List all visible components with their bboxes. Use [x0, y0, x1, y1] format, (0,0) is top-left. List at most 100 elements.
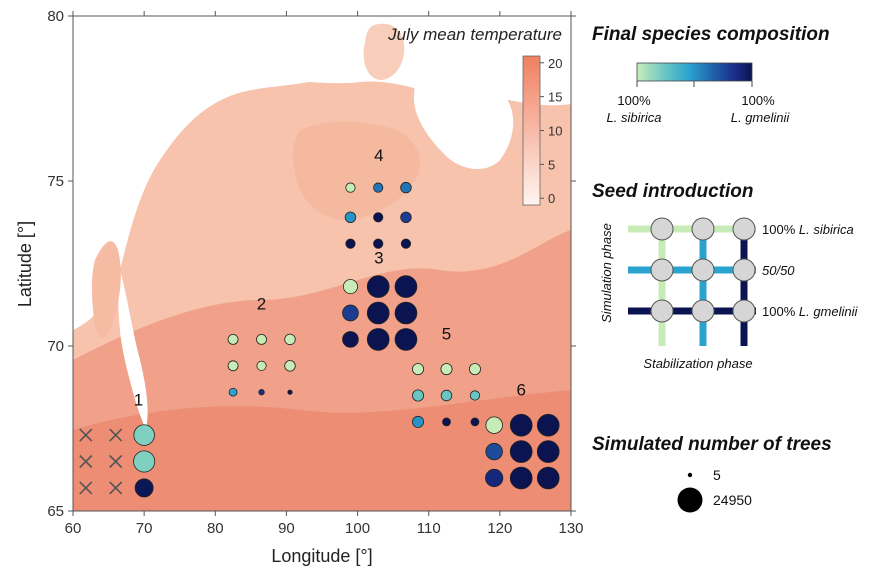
y-tick-label: 75: [47, 173, 64, 190]
site-point-marker: [366, 275, 390, 298]
seed-grid-node: [691, 217, 715, 241]
composition-colorbar: [636, 62, 753, 82]
site-point-marker: [342, 304, 359, 322]
y-tick-label: 80: [47, 8, 64, 25]
site-point-marker: [256, 360, 267, 371]
no-trees-cross-marker: [79, 428, 93, 442]
site-point-marker: [468, 363, 481, 376]
site-point-marker: [394, 301, 418, 325]
y-tick-label: 70: [47, 338, 64, 355]
seed-grid-node: [650, 299, 674, 323]
temperature-tick-label: 0: [548, 191, 555, 206]
x-tick-label: 90: [278, 520, 295, 537]
site-point-marker: [485, 442, 503, 461]
composition-right-species: L. gmelinii: [731, 110, 791, 125]
trees-legend: Simulated number of trees 5 24950: [592, 434, 832, 513]
temperature-tick-label: 15: [548, 90, 562, 105]
site-point-marker: [133, 424, 155, 446]
seed-grid-node: [691, 258, 715, 282]
temperature-colorbar-bar: [522, 55, 541, 206]
site-point-marker: [536, 440, 560, 463]
site-point-marker: [536, 466, 560, 490]
seed-row-label: 100% L. gmelinii: [762, 304, 859, 319]
x-tick-label: 130: [558, 520, 583, 537]
temperature-map: [73, 16, 571, 511]
no-trees-cross-marker: [109, 428, 123, 442]
x-tick-label: 60: [65, 520, 82, 537]
site-point-marker: [470, 417, 480, 427]
temperature-colorbar: 20 15 10 5 0: [522, 55, 562, 206]
seed-y-axis-label: Simulation phase: [599, 223, 614, 323]
site-point-marker: [373, 238, 384, 249]
site-point-marker: [509, 413, 533, 437]
seed-grid-node: [650, 258, 674, 282]
site-point-marker: [344, 211, 357, 224]
site-markers: 1 2 3 4 5 6: [79, 146, 560, 498]
site-point-marker: [536, 413, 560, 437]
x-tick-label: 80: [207, 520, 224, 537]
seed-x-axis-label: Stabilization phase: [643, 356, 752, 371]
seed-grid-node: [732, 299, 756, 323]
seed-legend: Seed introduction Simulation phase Stabi…: [592, 181, 859, 371]
kara-sea: [73, 16, 571, 330]
site-point-marker: [400, 211, 412, 224]
no-trees-cross-marker: [79, 481, 93, 495]
site-point-marker: [469, 390, 481, 401]
site-group-1: 1: [79, 390, 156, 498]
site-label: 5: [442, 324, 451, 343]
site-label: 1: [134, 390, 143, 409]
x-tick-label: 110: [417, 520, 441, 537]
gulf-of-ob: [118, 270, 148, 430]
site-point-marker: [287, 389, 293, 395]
site-point-marker: [133, 450, 156, 473]
trees-legend-marker: [687, 472, 693, 478]
site-point-marker: [394, 328, 418, 351]
site-point-marker: [227, 360, 239, 372]
site-group-3: 3: [342, 249, 418, 351]
y-tick-label: 65: [47, 503, 64, 520]
site-label: 3: [374, 249, 383, 268]
seed-row-label: 50/50: [762, 263, 795, 278]
site-point-marker: [134, 478, 154, 498]
site-point-marker: [394, 275, 418, 298]
composition-right-percent: 100%: [741, 93, 775, 108]
site-point-marker: [412, 363, 425, 376]
site-point-marker: [342, 279, 358, 295]
site-point-marker: [228, 387, 238, 397]
site-point-marker: [485, 468, 504, 488]
site-group-6: 6: [485, 381, 560, 490]
site-point-marker: [256, 333, 267, 345]
site-point-marker: [366, 328, 390, 351]
site-point-marker: [440, 363, 453, 376]
site-label: 2: [257, 295, 266, 314]
site-point-marker: [345, 182, 356, 193]
seed-grid-node: [691, 299, 715, 323]
x-axis: 60 70 80 90 100 110 120 130: [65, 11, 584, 537]
site-group-5: 5: [412, 324, 481, 428]
temperature-tick-label: 20: [548, 56, 562, 71]
no-trees-cross-marker: [109, 454, 123, 469]
site-point-marker: [342, 331, 359, 348]
seed-row-label: 100% L. sibirica: [762, 222, 854, 237]
site-group-4: 4: [344, 146, 412, 249]
site-point-marker: [442, 417, 451, 427]
trees-legend-title: Simulated number of trees: [592, 434, 832, 455]
temperature-tick-label: 5: [548, 157, 555, 172]
trees-legend-marker: [677, 487, 703, 513]
site-point-marker: [485, 416, 503, 434]
site-point-marker: [284, 333, 296, 346]
site-point-marker: [284, 360, 296, 372]
trees-legend-label: 5: [713, 467, 721, 483]
site-point-marker: [412, 415, 425, 428]
site-point-marker: [400, 181, 412, 194]
site-label: 6: [516, 381, 525, 400]
severnaya-zemlya: [363, 23, 405, 80]
site-point-marker: [227, 333, 239, 345]
site-point-marker: [258, 389, 265, 396]
no-trees-cross-marker: [79, 454, 93, 469]
taymyr-coast: [293, 121, 420, 221]
y-axis-label: Latitude [°]: [15, 221, 35, 307]
